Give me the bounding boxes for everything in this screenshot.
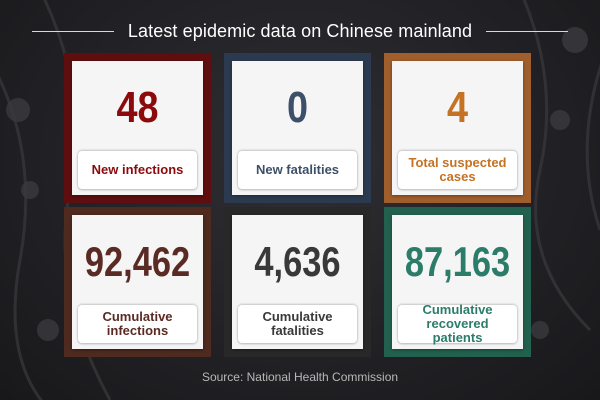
card-cumulative-fatalities: 4,636 Cumulative fatalities xyxy=(224,207,371,357)
card-value: 4 xyxy=(446,83,469,132)
card-value: 0 xyxy=(286,83,309,132)
card-value: 4,636 xyxy=(254,238,341,285)
card-panel: 4,636 Cumulative fatalities xyxy=(232,215,363,349)
card-value: 92,462 xyxy=(84,238,191,285)
card-label: Cumulative fatalities xyxy=(238,305,357,343)
card-label: Cumulative recovered patients xyxy=(398,303,517,345)
card-panel: 4 Total suspected cases xyxy=(392,61,523,195)
card-label: New infections xyxy=(78,151,197,189)
card-new-infections: 48 New infections xyxy=(64,53,211,203)
card-new-fatalities: 0 New fatalities xyxy=(224,53,371,203)
card-value: 87,163 xyxy=(404,238,511,285)
card-cumulative-infections: 92,462 Cumulative infections xyxy=(64,207,211,357)
title-right-rule xyxy=(486,30,569,32)
card-cumulative-recovered-patients: 87,163 Cumulative recovered patients xyxy=(384,207,531,357)
card-panel: 87,163 Cumulative recovered patients xyxy=(392,215,523,349)
header: Latest epidemic data on Chinese mainland xyxy=(0,18,600,44)
card-value: 48 xyxy=(116,83,159,132)
card-total-suspected-cases: 4 Total suspected cases xyxy=(384,53,531,203)
card-label: Total suspected cases xyxy=(398,151,517,189)
card-label: Cumulative infections xyxy=(78,305,197,343)
page-title: Latest epidemic data on Chinese mainland xyxy=(127,20,473,41)
card-panel: 0 New fatalities xyxy=(232,61,363,195)
card-label: New fatalities xyxy=(238,151,357,189)
source-note: Source: National Health Commission xyxy=(201,370,399,384)
card-panel: 92,462 Cumulative infections xyxy=(72,215,203,349)
title-left-rule xyxy=(31,30,114,32)
card-panel: 48 New infections xyxy=(72,61,203,195)
